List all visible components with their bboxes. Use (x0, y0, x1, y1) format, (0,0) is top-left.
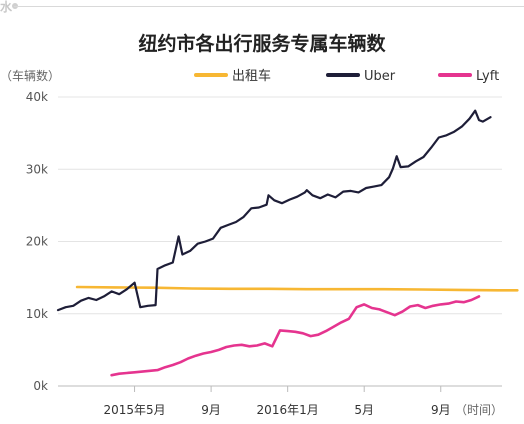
x-tick-label: 5月 (354, 403, 374, 417)
y-tick-label: 30k (26, 162, 48, 176)
x-tick-label: 2015年5月 (103, 403, 165, 417)
top-rule (14, 6, 524, 7)
y-tick-label: 20k (26, 235, 48, 249)
x-tick-label: 2016年1月 (257, 403, 319, 417)
x-tick-label: 9月 (431, 403, 451, 417)
legend-label-lyft: Lyft (476, 69, 499, 84)
legend-label-uber: Uber (364, 69, 396, 84)
series-line-uber (56, 109, 492, 312)
x-axis-unit-label: （时间） (455, 403, 503, 417)
x-tick-label: 9月 (201, 403, 221, 417)
y-tick-label: 10k (26, 307, 48, 321)
series-line-taxi (75, 285, 519, 292)
series-line-lyft (110, 295, 481, 377)
y-tick-label: 40k (26, 90, 48, 104)
watermark-logo-icon: 水 (0, 0, 13, 14)
y-axis-unit-label: （车辆数） (0, 68, 60, 83)
chart-title: 纽约市各出行服务专属车辆数 (138, 32, 386, 55)
y-tick-label: 0k (33, 379, 48, 393)
legend-label-taxi: 出租车 (232, 68, 271, 84)
